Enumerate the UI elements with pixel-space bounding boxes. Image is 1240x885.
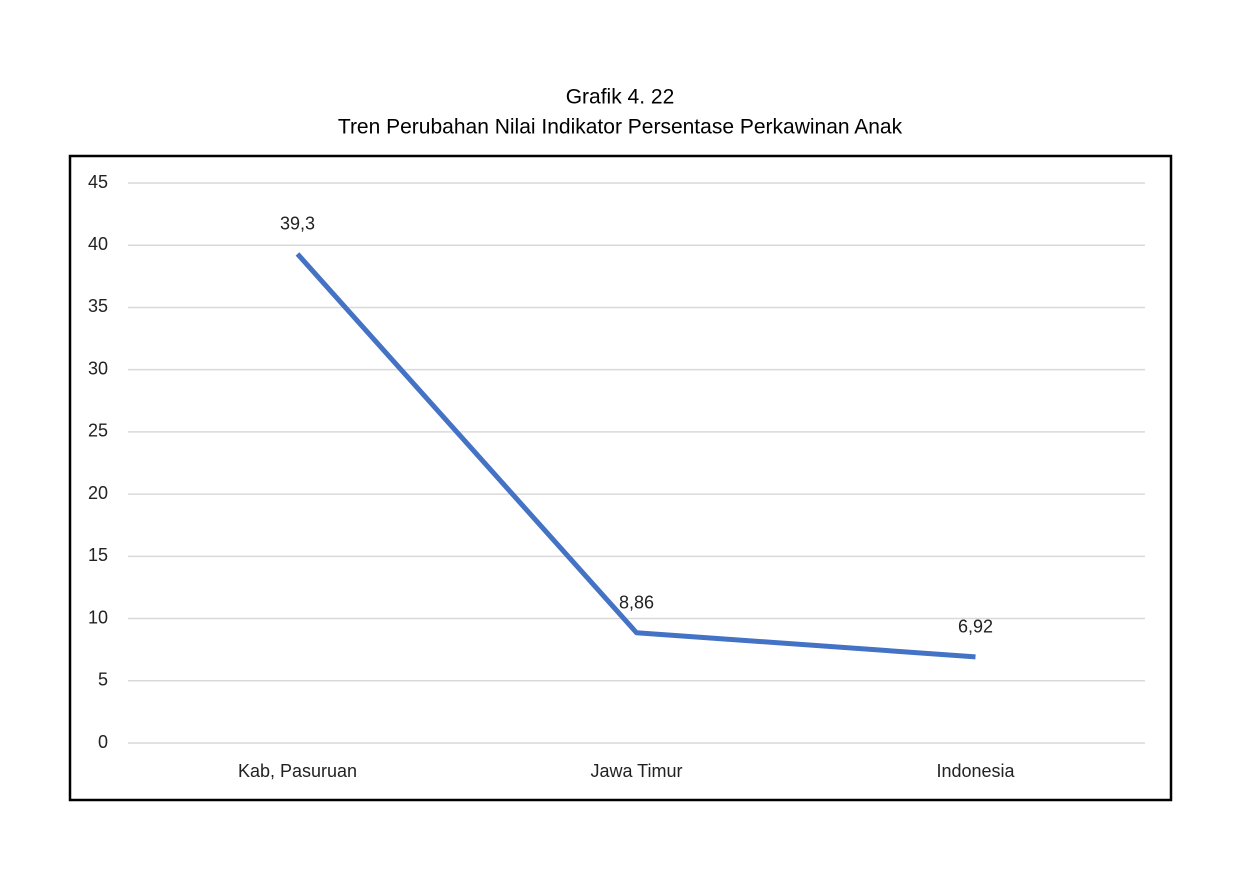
y-tick-label: 10: [88, 607, 108, 627]
data-label: 39,3: [280, 214, 315, 234]
x-tick-label: Jawa Timur: [590, 761, 682, 781]
chart-subtitle: Tren Perubahan Nilai Indikator Persentas…: [338, 116, 903, 139]
data-label: 6,92: [958, 617, 993, 637]
y-tick-label: 35: [88, 296, 108, 316]
y-tick-label: 5: [98, 670, 108, 690]
chart-frame: [68, 154, 1173, 802]
y-tick-label: 0: [98, 732, 108, 752]
y-tick-label: 30: [88, 358, 108, 378]
data-label: 8,86: [619, 592, 654, 612]
y-tick-label: 15: [88, 545, 108, 565]
y-tick-label: 40: [88, 234, 108, 254]
chart-title: Grafik 4. 22: [566, 86, 675, 109]
y-tick-label: 45: [88, 172, 108, 192]
data-line: [295, 252, 976, 660]
x-tick-label: Indonesia: [936, 761, 1015, 781]
y-tick-label: 25: [88, 421, 108, 441]
x-tick-label: Kab, Pasuruan: [238, 761, 357, 781]
y-tick-label: 20: [88, 483, 108, 503]
